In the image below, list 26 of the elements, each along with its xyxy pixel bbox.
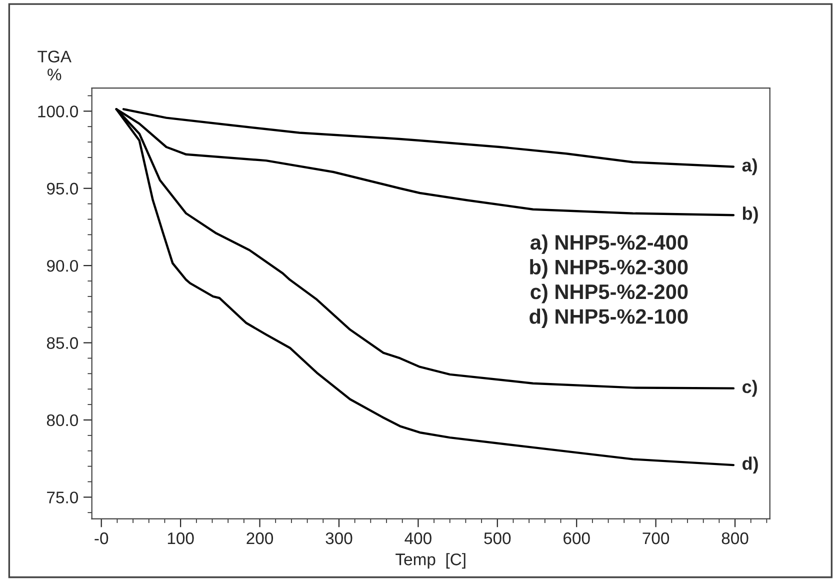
line-series: [122, 108, 735, 168]
y-tick-label: 80.0: [46, 414, 78, 426]
series-label: b): [742, 206, 758, 224]
annotation: c) NHP5-%2-200: [530, 284, 688, 304]
y-tick-label: 75.0: [47, 492, 78, 504]
x-tick-label: 400: [404, 532, 432, 544]
y-tick-label: 95.0: [47, 182, 78, 195]
annotation: d) NHP5-%2-100: [530, 308, 688, 328]
x-tick-label: 800: [722, 532, 748, 544]
series-label: a): [742, 158, 757, 176]
x-tick-label: -0: [94, 532, 108, 544]
x-tick-label: 200: [246, 532, 274, 544]
x-tick-label: 700: [642, 532, 670, 544]
x-tick-label: 300: [326, 532, 352, 544]
x-tick-label: 500: [484, 532, 511, 544]
annotation: b) NHP5-%2-300: [530, 259, 688, 279]
y-axis-title: TGA %: [38, 50, 72, 80]
x-axis-title: Temp [C]: [396, 553, 466, 569]
y-tick-label: 100.0: [38, 106, 78, 118]
series-label: d): [742, 456, 758, 474]
x-tick-label: 600: [564, 532, 590, 544]
annotation: a) NHP5-%2-400: [530, 234, 688, 254]
series-label: c): [742, 380, 757, 397]
y-tick-label: 90.0: [47, 260, 78, 272]
x-tick-label: 100: [168, 532, 194, 544]
y-tick-label: 85.0: [46, 337, 78, 349]
